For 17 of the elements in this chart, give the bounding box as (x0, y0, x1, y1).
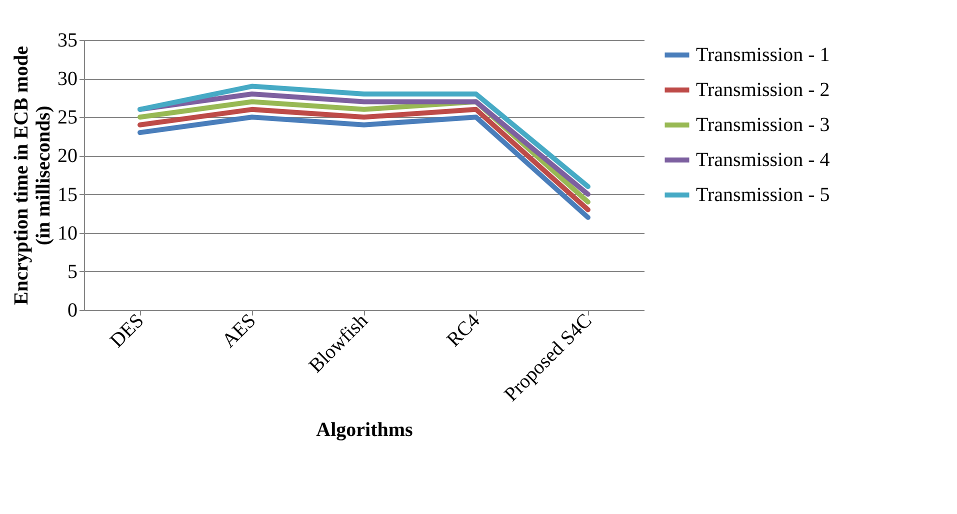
legend-label: Transmission - 2 (696, 79, 830, 101)
y-tick-label: 25 (58, 106, 78, 129)
y-tick-label: 5 (68, 260, 78, 283)
x-tick-label: RC4 (442, 310, 484, 352)
x-axis-title: Algorithms (316, 419, 414, 442)
legend-label: Transmission - 5 (696, 184, 830, 206)
y-tick-label: 30 (58, 68, 78, 90)
legend-label: Transmission - 4 (696, 149, 830, 171)
y-tick-label: 10 (58, 222, 78, 244)
legend-label: Transmission - 3 (696, 114, 830, 136)
legend-label: Transmission - 1 (696, 44, 830, 66)
y-tick-label: 0 (68, 300, 78, 322)
x-tick-label: DES (106, 310, 148, 352)
y-axis-title: Encryption time in ECB mode (in milliseconds) (10, 46, 54, 305)
y-tick-label: 15 (58, 184, 78, 206)
y-tick-label: 20 (58, 145, 78, 168)
y-tick-label: 35 (58, 30, 78, 52)
